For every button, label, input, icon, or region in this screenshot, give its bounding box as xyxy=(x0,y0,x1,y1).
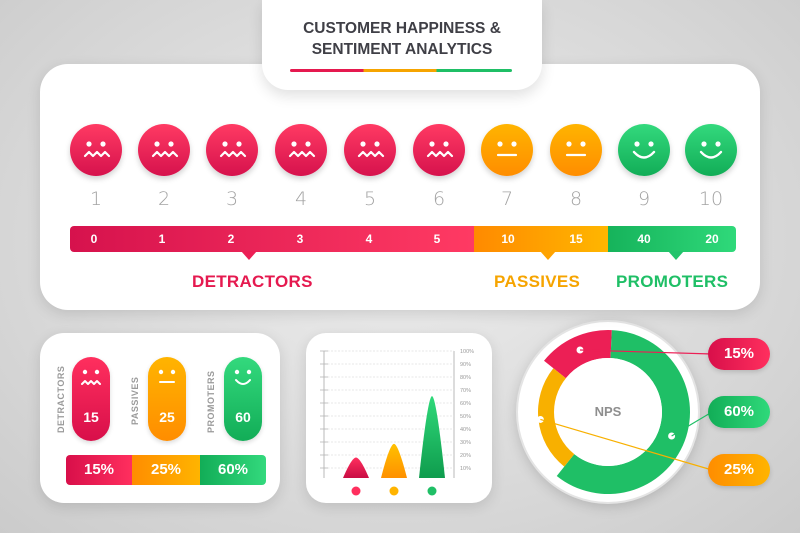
distribution-chart: 100% 90% 80% 70% 60% 50% 40% 30% 20% 10% xyxy=(320,349,474,496)
promoters-leader-line xyxy=(671,411,713,437)
sad-face-icon xyxy=(81,369,101,385)
nps-passives-percent: 25% xyxy=(708,454,770,486)
scale-tick-label: 20 xyxy=(705,232,719,246)
title-card: CUSTOMER HAPPINESS & SENTIMENT ANALYTICS xyxy=(262,0,542,90)
neutral-face-icon xyxy=(158,369,176,383)
promoters-dot xyxy=(427,486,437,496)
sad-face-icon xyxy=(275,124,327,176)
summary-card: DETRACTORS PASSIVES PROMOTERS 15 25 60 1… xyxy=(40,333,280,503)
score-label: 5 xyxy=(363,188,377,210)
sad-face-icon xyxy=(206,124,258,176)
detractors-leader-line xyxy=(579,349,713,355)
promoters-percent: 60% xyxy=(200,455,266,485)
chart-y-tick-label: 90% xyxy=(460,362,471,368)
chart-card: 100% 90% 80% 70% 60% 50% 40% 30% 20% 10% xyxy=(306,333,492,503)
sad-face-icon xyxy=(344,124,396,176)
promoter-pointer xyxy=(668,251,684,260)
scale-tick-label: 3 xyxy=(296,232,304,246)
detractors-dot xyxy=(351,486,361,496)
detractor-segment xyxy=(70,226,474,252)
promoters-count: 60 xyxy=(235,409,251,425)
page-title-line1: CUSTOMER HAPPINESS & xyxy=(303,20,501,37)
nps-promoters-percent: 60% xyxy=(708,396,770,428)
donut-hole xyxy=(554,358,662,466)
detractors-vertical-label: DETRACTORS xyxy=(56,365,66,433)
passive-pointer xyxy=(540,251,556,260)
scale-tick-label: 4 xyxy=(365,232,373,246)
scale-tick-label: 5 xyxy=(433,232,441,246)
nps-center-label: NPS xyxy=(594,404,622,419)
chart-y-tick-label: 50% xyxy=(460,414,471,420)
chart-y-tick-label: 80% xyxy=(460,375,471,381)
score-label: 10 xyxy=(698,188,724,210)
scale-tick-label: 2 xyxy=(227,232,235,246)
detractors-area-mark xyxy=(343,457,369,478)
chart-y-tick-label: 40% xyxy=(460,427,471,433)
passives-area-mark xyxy=(381,443,407,478)
nps-scale-bar: 0 1 2 3 4 5 10 15 40 20 xyxy=(70,226,736,260)
detractors-count: 15 xyxy=(83,409,99,425)
passives-leader-dot xyxy=(536,415,544,423)
score-label: 1 xyxy=(89,188,103,210)
detractor-pointer xyxy=(241,251,257,260)
detractors-percent: 15% xyxy=(66,455,132,485)
passives-count: 25 xyxy=(159,409,175,425)
passives-pill: 25 xyxy=(148,357,186,441)
promoters-donut-slice xyxy=(556,330,690,494)
score-label: 9 xyxy=(637,188,651,210)
passives-percent: 25% xyxy=(132,455,200,485)
chart-y-tick-label: 30% xyxy=(460,440,471,446)
passive-segment xyxy=(474,226,608,252)
nps-detractors-percent: 15% xyxy=(708,338,770,370)
chart-y-tick-label: 20% xyxy=(460,453,471,459)
chart-y-tick-label: 10% xyxy=(460,466,471,472)
chart-y-tick-label: 100% xyxy=(460,349,474,355)
promoters-pill: 60 xyxy=(224,357,262,441)
promoter-segment xyxy=(608,226,736,252)
score-label: 7 xyxy=(500,188,514,210)
sad-face-icon xyxy=(70,124,122,176)
detractors-donut-slice xyxy=(544,330,612,379)
passives-dot xyxy=(389,486,399,496)
neutral-face-icon xyxy=(550,124,602,176)
happy-face-icon xyxy=(234,369,252,385)
scale-tick-label: 1 xyxy=(158,232,166,246)
promoters-area-mark xyxy=(419,396,445,478)
passives-leader-line xyxy=(540,418,713,471)
chart-y-tick-label: 60% xyxy=(460,401,471,407)
detractors-label: DETRACTORS xyxy=(192,272,313,291)
scale-tick-label: 40 xyxy=(637,232,651,246)
score-label: 4 xyxy=(294,188,308,210)
neutral-face-icon xyxy=(481,124,533,176)
title-underline xyxy=(290,69,512,72)
score-label: 8 xyxy=(569,188,583,210)
nps-scale-card: 1 2 3 4 5 6 7 8 9 10 0 1 2 3 4 5 10 15 40 20 DETRACTORS PA… xyxy=(40,64,760,310)
sad-face-icon xyxy=(413,124,465,176)
chart-y-tick-label: 70% xyxy=(460,388,471,394)
passives-label: PASSIVES xyxy=(494,272,581,291)
scale-tick-label: 0 xyxy=(90,232,98,246)
percent-bar: 15% 25% 60% xyxy=(66,455,266,485)
score-label: 2 xyxy=(157,188,171,210)
scale-tick-label: 15 xyxy=(569,232,583,246)
detractors-pill: 15 xyxy=(72,357,110,441)
happy-face-icon xyxy=(618,124,670,176)
score-label: 3 xyxy=(225,188,239,210)
promoters-label: PROMOTERS xyxy=(616,272,729,291)
happy-face-icon xyxy=(685,124,737,176)
page-title-line2: SENTIMENT ANALYTICS xyxy=(311,41,493,58)
score-label: 6 xyxy=(432,188,446,210)
passives-vertical-label: PASSIVES xyxy=(130,376,140,425)
sad-face-icon xyxy=(138,124,190,176)
nps-donut xyxy=(516,320,713,504)
promoters-vertical-label: PROMOTERS xyxy=(206,370,216,433)
scale-tick-label: 10 xyxy=(501,232,515,246)
